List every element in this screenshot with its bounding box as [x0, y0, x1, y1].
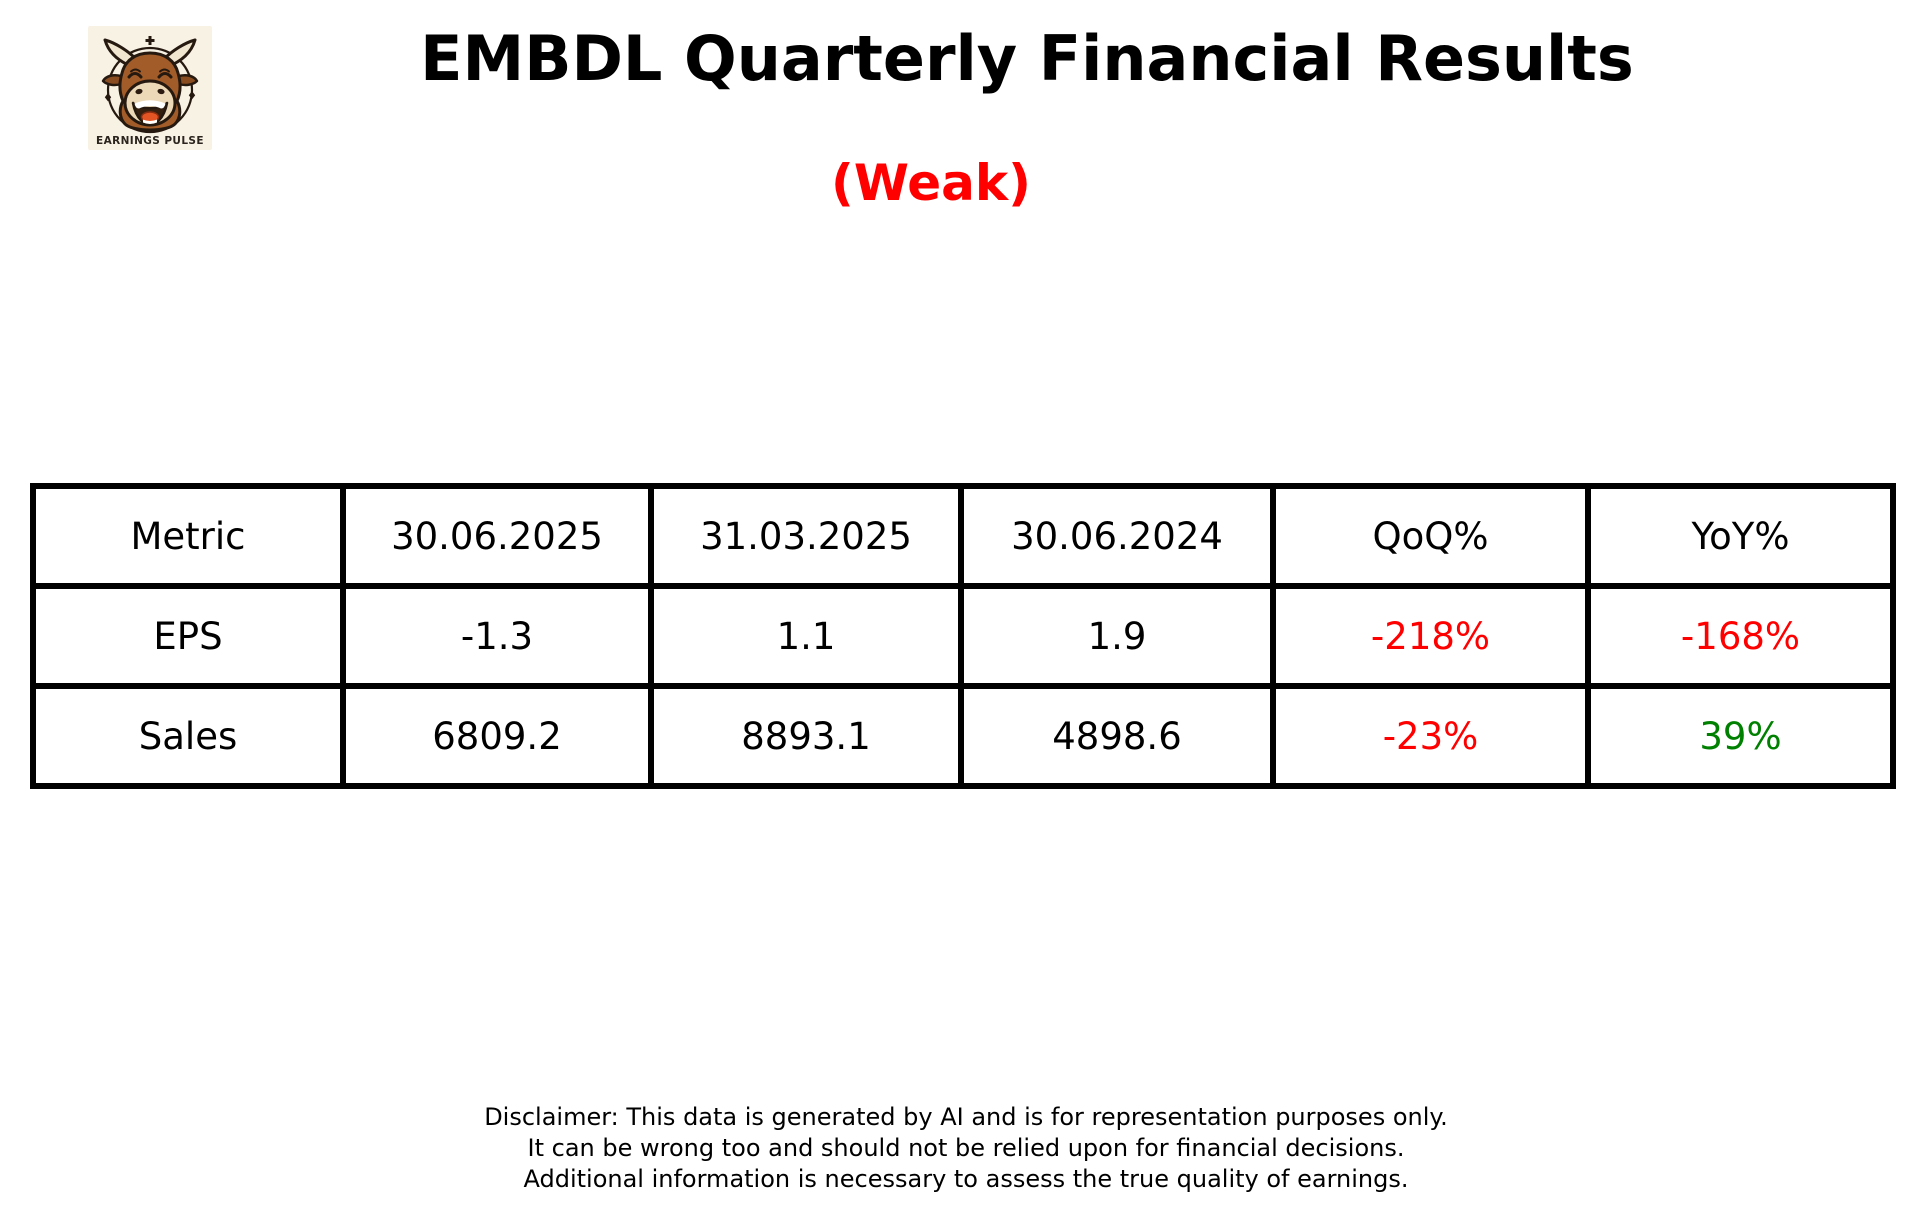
verdict-subtitle: (Weak)	[831, 154, 1031, 212]
disclaimer-line-1: Disclaimer: This data is generated by AI…	[484, 1103, 1448, 1131]
col-header-qoq: QoQ%	[1270, 483, 1591, 589]
table-row-sales: Sales 6809.2 8893.1 4898.6 -23% 39%	[30, 683, 1896, 789]
page-title: EMBDL Quarterly Financial Results	[420, 22, 1634, 95]
disclaimer: Disclaimer: This data is generated by AI…	[484, 1102, 1448, 1195]
bull-logo-icon: EARNINGS PULSE	[88, 26, 212, 150]
eps-yoy: -168%	[1585, 583, 1896, 689]
logo-brand-text: EARNINGS PULSE	[96, 135, 204, 147]
eps-label: EPS	[30, 583, 346, 689]
eps-qoq: -218%	[1270, 583, 1591, 689]
eps-previous: 1.1	[648, 583, 964, 689]
quarterly-results-table: Metric 30.06.2025 31.03.2025 30.06.2024 …	[30, 483, 1896, 789]
disclaimer-line-3: Additional information is necessary to a…	[523, 1165, 1409, 1193]
sales-current: 6809.2	[340, 683, 654, 789]
eps-current: -1.3	[340, 583, 654, 689]
col-header-q-previous: 31.03.2025	[648, 483, 964, 589]
sales-qoq: -23%	[1270, 683, 1591, 789]
col-header-q-current: 30.06.2025	[340, 483, 654, 589]
eps-yearago: 1.9	[958, 583, 1276, 689]
col-header-yoy: YoY%	[1585, 483, 1896, 589]
earnings-pulse-logo: EARNINGS PULSE	[88, 26, 212, 150]
disclaimer-line-2: It can be wrong too and should not be re…	[527, 1134, 1405, 1162]
col-header-q-yearago: 30.06.2024	[958, 483, 1276, 589]
sales-yoy: 39%	[1585, 683, 1896, 789]
sales-yearago: 4898.6	[958, 683, 1276, 789]
col-header-metric: Metric	[30, 483, 346, 589]
sales-label: Sales	[30, 683, 346, 789]
table-header-row: Metric 30.06.2025 31.03.2025 30.06.2024 …	[30, 483, 1896, 589]
sales-previous: 8893.1	[648, 683, 964, 789]
table-row-eps: EPS -1.3 1.1 1.9 -218% -168%	[30, 583, 1896, 689]
